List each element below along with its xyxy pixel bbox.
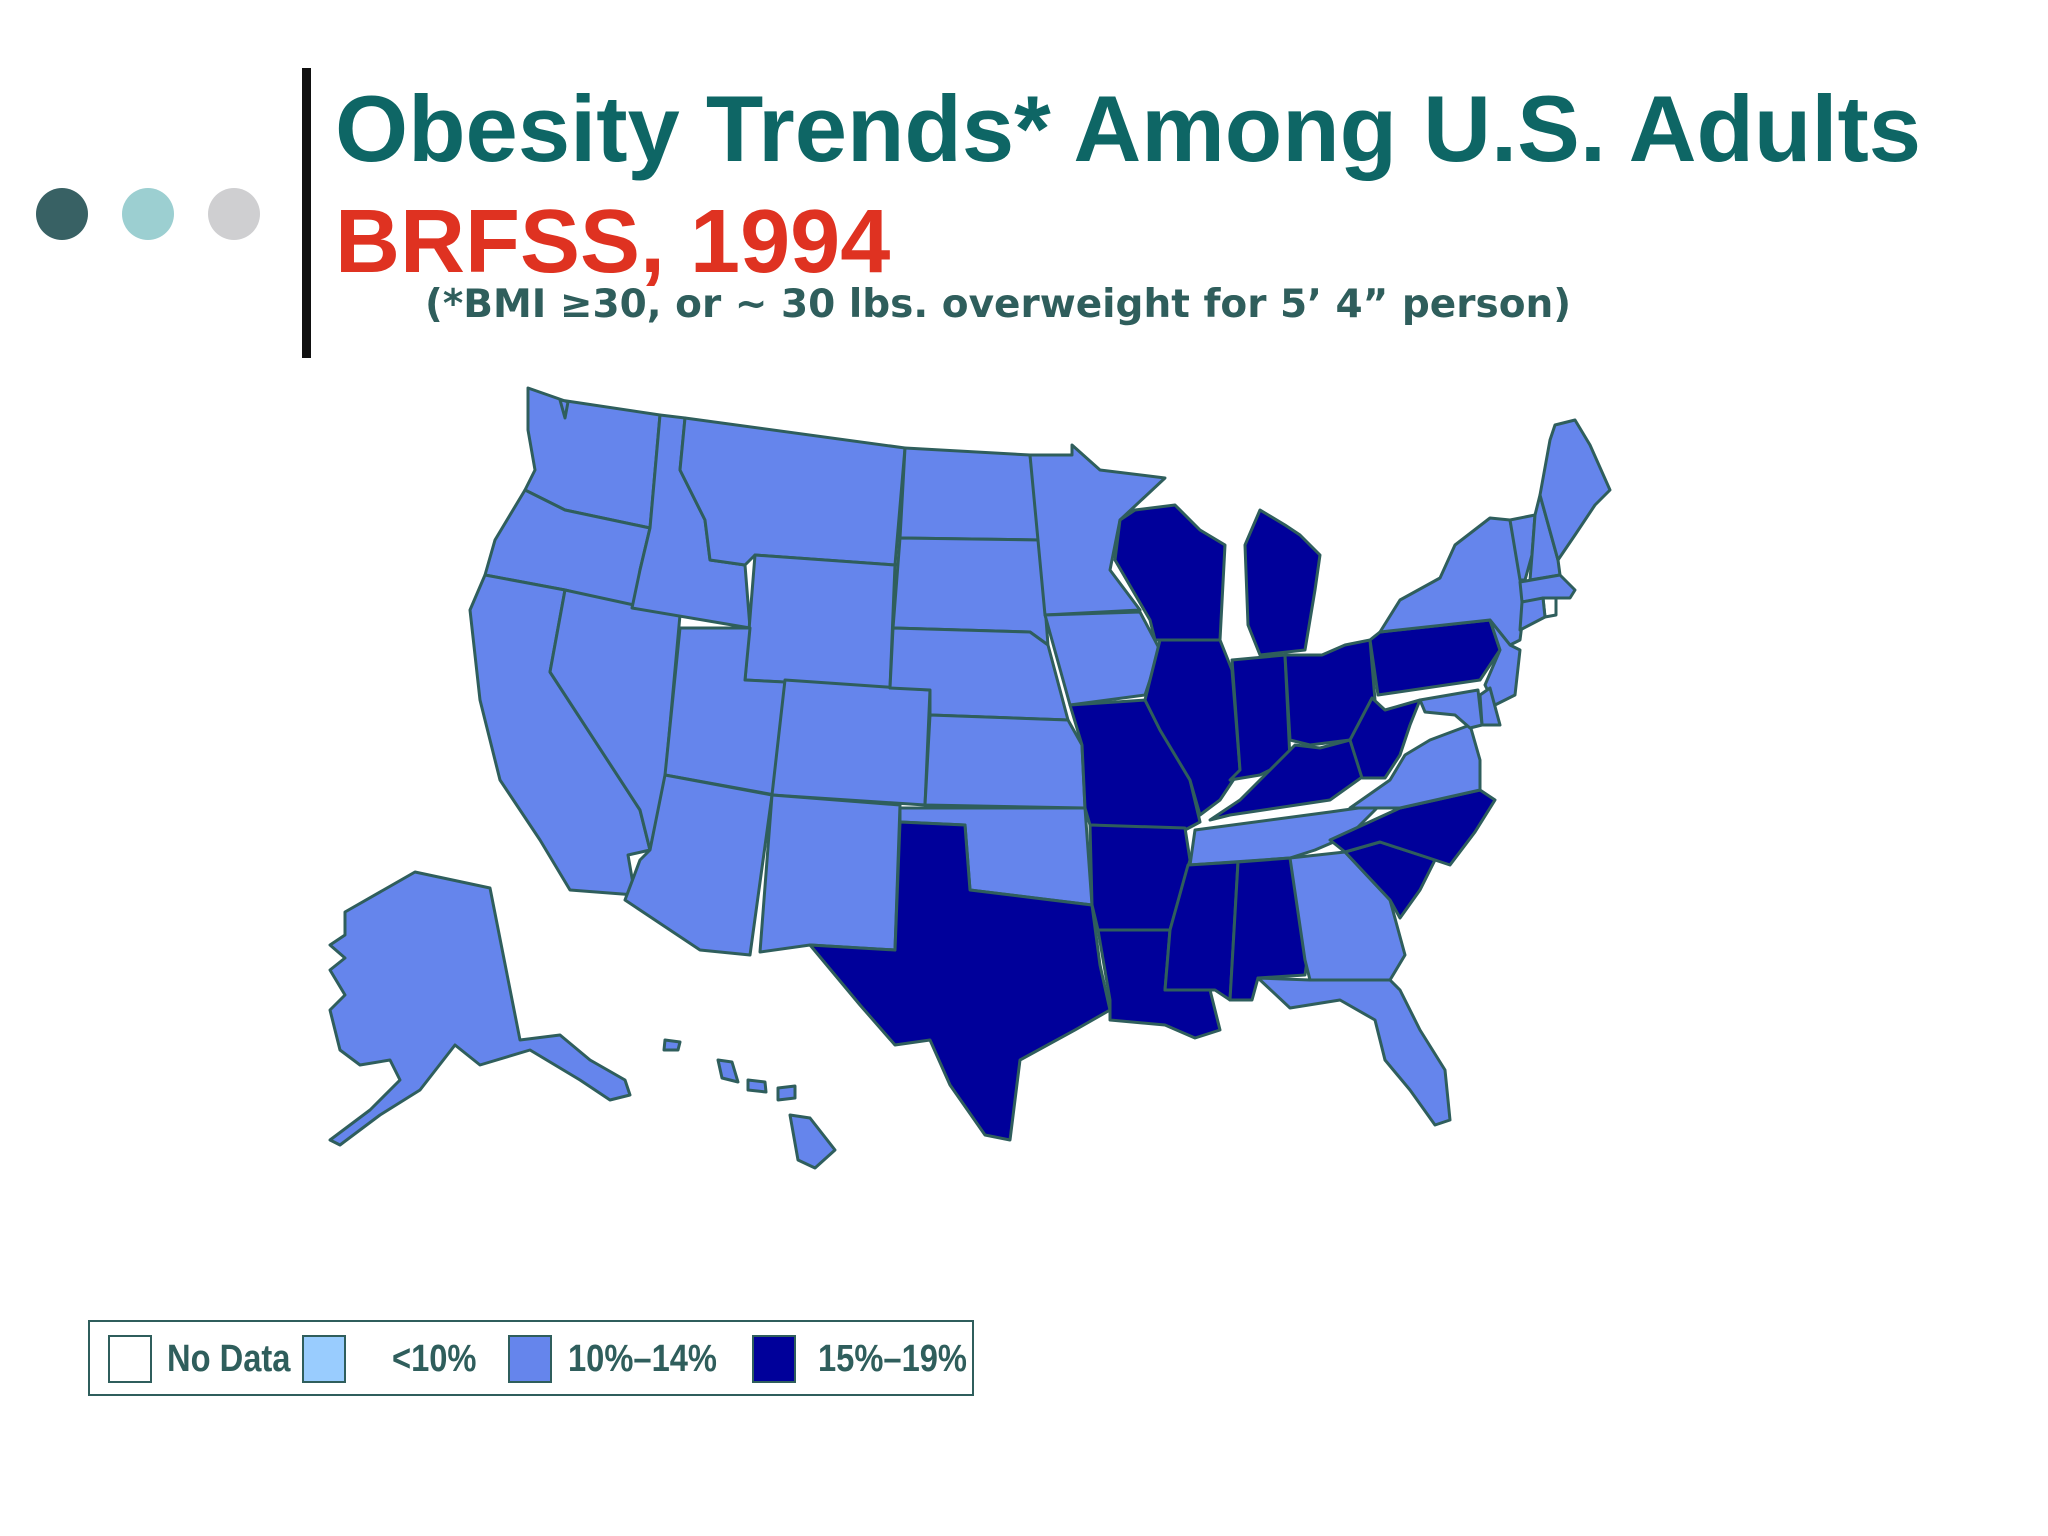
dot-dark	[36, 188, 88, 240]
state-west-virginia	[1348, 696, 1422, 780]
state-wisconsin	[1113, 503, 1227, 642]
state-new-mexico	[758, 793, 902, 954]
slide-title: Obesity Trends* Among U.S. Adults	[335, 76, 1922, 181]
state-michigan	[1243, 508, 1322, 657]
state-new-jersey	[1483, 618, 1522, 707]
state-maryland	[1418, 688, 1484, 730]
decorative-dots	[36, 188, 266, 244]
dot-gray	[208, 188, 260, 240]
slide-subtitle: BRFSS, 1994	[335, 192, 891, 292]
state-arizona	[623, 773, 774, 957]
state-illinois	[1143, 638, 1242, 817]
state-kansas	[923, 713, 1087, 810]
dot-teal	[122, 188, 174, 240]
legend-swatch-10-14	[508, 1335, 552, 1383]
title-divider	[302, 68, 311, 358]
state-iowa	[1043, 610, 1162, 707]
legend-label-no-data: No Data	[167, 1338, 291, 1380]
state-vermont	[1508, 513, 1537, 582]
legend-swatch-under-10	[302, 1335, 346, 1383]
bmi-footnote: (*BMI ≥30, or ~ 30 lbs. overweight for 5…	[425, 282, 1572, 327]
map-legend: No Data <10% 10%–14% 15%–19%	[88, 1320, 974, 1396]
state-alaska	[328, 870, 632, 1147]
state-north-dakota	[898, 446, 1042, 542]
legend-swatch-no-data	[108, 1335, 152, 1383]
state-kentucky	[1208, 738, 1367, 822]
state-wyoming	[743, 553, 897, 690]
state-texas	[808, 820, 1112, 1142]
state-montana	[678, 416, 907, 567]
state-florida	[1256, 976, 1452, 1127]
legend-label-under-10: <10%	[392, 1338, 477, 1380]
state-maine	[1538, 418, 1612, 562]
legend-label-10-14: 10%–14%	[568, 1338, 717, 1380]
legend-label-15-19: 15%–19%	[818, 1338, 967, 1380]
state-colorado	[770, 678, 932, 807]
legend-swatch-15-19	[752, 1335, 796, 1383]
state-hawaii	[662, 1038, 837, 1170]
state-connecticut	[1518, 596, 1547, 632]
